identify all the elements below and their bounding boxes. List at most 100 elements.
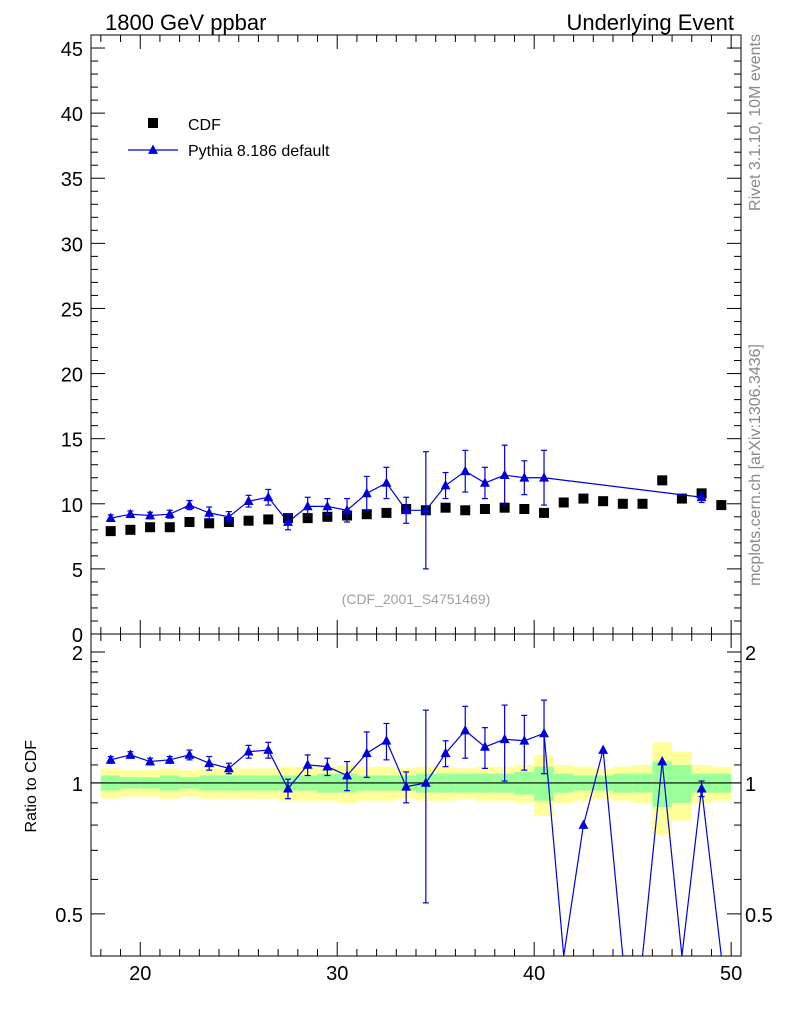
- pythia-data-point: [302, 500, 313, 511]
- pythia-data-point: [223, 511, 234, 521]
- cdf-data-point: [184, 517, 195, 528]
- ratio-data-point: [164, 754, 175, 764]
- ratio-data-point: [479, 741, 490, 751]
- cdf-data-point: [164, 522, 175, 533]
- pythia-data-point: [105, 512, 116, 522]
- pythia-data-point: [145, 510, 156, 520]
- main-y-tick-label: 0: [72, 625, 83, 647]
- ratio-data-point: [105, 754, 116, 764]
- cdf-data-point: [716, 500, 727, 511]
- ratio-y-tick-label-right: 2: [745, 643, 756, 665]
- ratio-data-point: [499, 733, 510, 744]
- ratio-data-point: [302, 759, 313, 769]
- legend-pythia-label: Pythia 8.186 default: [188, 143, 330, 160]
- cdf-data-point: [361, 509, 372, 520]
- ratio-y-tick-label-right: 1: [745, 774, 756, 796]
- x-tick-label: 50: [720, 963, 742, 985]
- ratio-band-inner: [672, 764, 692, 803]
- rivet-version-label: Rivet 3.1.10, 10M events: [747, 34, 764, 211]
- legend-cdf-marker: [148, 118, 158, 128]
- pythia-data-point: [539, 472, 549, 482]
- cdf-data-point: [440, 502, 451, 513]
- ratio-pythia-line: [110, 729, 722, 956]
- axis-frames: [90, 34, 742, 957]
- ratio-data-point: [381, 735, 392, 745]
- pythia-data-point: [519, 472, 530, 482]
- mcplots-source-label: mcplots.cern.ch [arXiv:1306.3436]: [747, 344, 764, 586]
- pythia-data-point: [460, 465, 471, 476]
- pythia-data-point: [440, 480, 451, 490]
- cdf-data-point: [125, 524, 136, 535]
- pythia-data-point: [420, 504, 431, 515]
- ratio-data-point: [598, 744, 609, 754]
- ratio-band-inner: [652, 761, 673, 808]
- cdf-data-point: [479, 503, 490, 514]
- ratio-data-point: [125, 749, 136, 759]
- cdf-data-point: [204, 518, 215, 529]
- pythia-data-point: [499, 469, 510, 479]
- main-y-tick-label: 5: [72, 560, 83, 582]
- ratio-data-point: [519, 735, 530, 745]
- ratio-data-point: [283, 783, 293, 793]
- ratio-y-tick-label-right: 0.5: [745, 905, 773, 927]
- ratio-data-point: [460, 724, 471, 735]
- cdf-data-point: [598, 496, 609, 507]
- pythia-data-point: [342, 504, 353, 515]
- chart-labels: 0 5 10 15 20 25 30 35 40 45 0.5 0.5 1 1 2 2 20 30 40 50 Rati…: [23, 39, 773, 985]
- ratio-data-point: [420, 777, 431, 787]
- x-tick-label: 30: [326, 963, 348, 985]
- header-right-title: Underlying Event: [566, 10, 734, 35]
- header-left-title: 1800 GeV ppbar: [105, 10, 266, 35]
- ratio-data-point: [243, 746, 254, 756]
- cdf-data-point: [637, 498, 648, 509]
- ratio-data-point: [223, 762, 234, 773]
- ratio-data-point: [361, 747, 372, 758]
- legend-pythia-marker: [148, 144, 158, 154]
- main-y-tick-label: 20: [61, 365, 83, 387]
- ratio-y-tick-label-left: 1: [72, 774, 83, 796]
- pythia-data-point: [696, 491, 707, 502]
- ratio-uncertainty-bands: [100, 742, 732, 835]
- cdf-data-point: [263, 514, 274, 525]
- pythia-data-point: [125, 508, 136, 519]
- pythia-data-point: [243, 495, 254, 506]
- cdf-data-point: [243, 515, 254, 526]
- main-y-tick-label: 40: [61, 104, 83, 126]
- ratio-data-point: [145, 756, 156, 766]
- ratio-data-point: [539, 727, 549, 738]
- cdf-data-point: [657, 475, 668, 486]
- ratio-data-point: [401, 781, 412, 791]
- cdf-data-point: [519, 503, 530, 514]
- ratio-data-point: [184, 749, 195, 759]
- ratio-data-point: [440, 747, 451, 758]
- ratio-y-tick-label-left: 2: [72, 643, 83, 665]
- chart-marks: [105, 444, 727, 956]
- pythia-data-point: [184, 499, 195, 509]
- ratio-data-point: [696, 783, 707, 793]
- cdf-data-point: [105, 526, 116, 537]
- cdf-data-point: [617, 498, 628, 509]
- ratio-y-tick-label-left: 0.5: [55, 905, 83, 927]
- x-tick-label: 40: [523, 963, 545, 985]
- cdf-data-point: [499, 502, 510, 513]
- cdf-data-point: [460, 505, 471, 516]
- main-y-tick-label: 25: [61, 299, 83, 321]
- pythia-data-point: [361, 487, 372, 498]
- ratio-data-point: [342, 770, 353, 780]
- cdf-data-point: [676, 493, 687, 504]
- main-y-tick-label: 30: [61, 234, 83, 256]
- main-y-tick-label: 45: [61, 39, 83, 61]
- pythia-data-point: [283, 516, 293, 526]
- main-y-tick-label: 10: [61, 495, 83, 517]
- cdf-data-point: [381, 507, 392, 518]
- ratio-marks: [105, 699, 722, 956]
- pythia-data-point: [322, 500, 333, 511]
- cdf-data-point: [302, 513, 313, 524]
- pythia-data-point: [164, 508, 175, 519]
- ratio-data-point: [263, 744, 274, 754]
- cdf-data-point: [558, 497, 569, 508]
- analysis-id-annotation: (CDF_2001_S4751469): [342, 591, 491, 607]
- main-y-tick-label: 35: [61, 169, 83, 191]
- ratio-data-point: [657, 756, 668, 766]
